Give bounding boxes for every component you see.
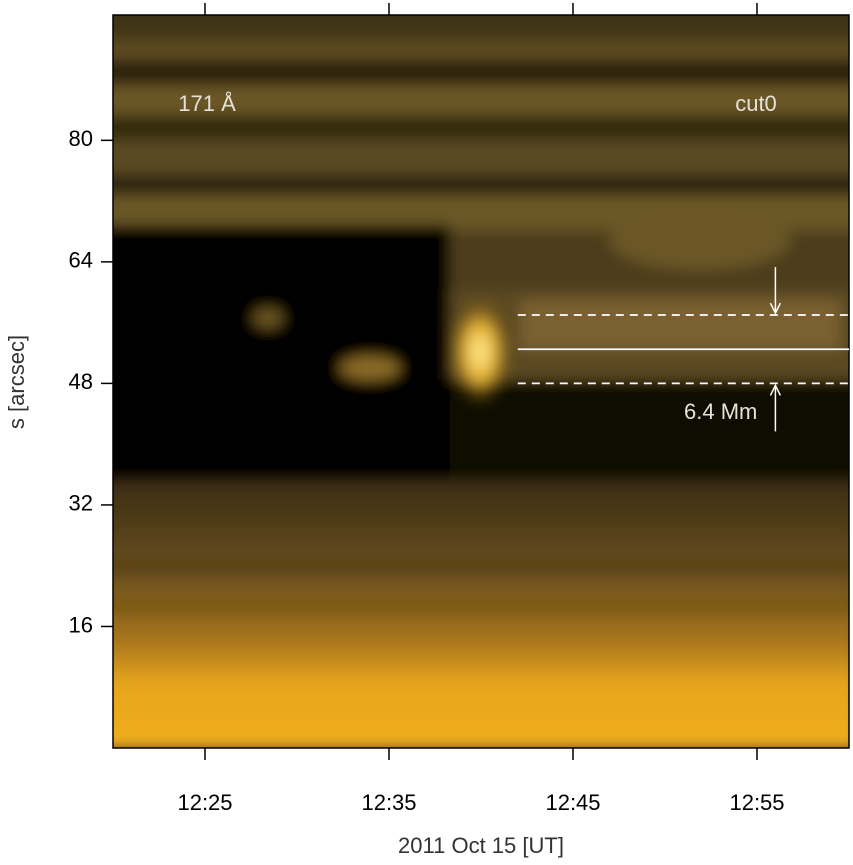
arrow-head: [769, 383, 782, 396]
arrow-head: [769, 302, 782, 315]
y-tick-label: 16: [69, 612, 93, 637]
wavelength-label: 171 Å: [178, 91, 236, 116]
y-tick-label: 32: [69, 491, 93, 516]
cut-label: cut0: [735, 91, 777, 116]
plot-frame: [112, 14, 850, 749]
width-label: 6.4 Mm: [684, 399, 757, 424]
y-tick-label: 48: [69, 369, 93, 394]
x-tick-label: 12:45: [545, 790, 600, 815]
x-tick-label: 12:55: [729, 790, 784, 815]
image: [113, 15, 849, 748]
x-tick-label: 12:35: [361, 790, 416, 815]
y-tick-label: 80: [69, 126, 93, 151]
x-axis-label: 2011 Oct 15 [UT]: [398, 833, 564, 858]
x-tick-label: 12:25: [177, 790, 232, 815]
y-axis-label: s [arcsec]: [4, 335, 29, 429]
y-tick-label: 64: [69, 248, 93, 273]
